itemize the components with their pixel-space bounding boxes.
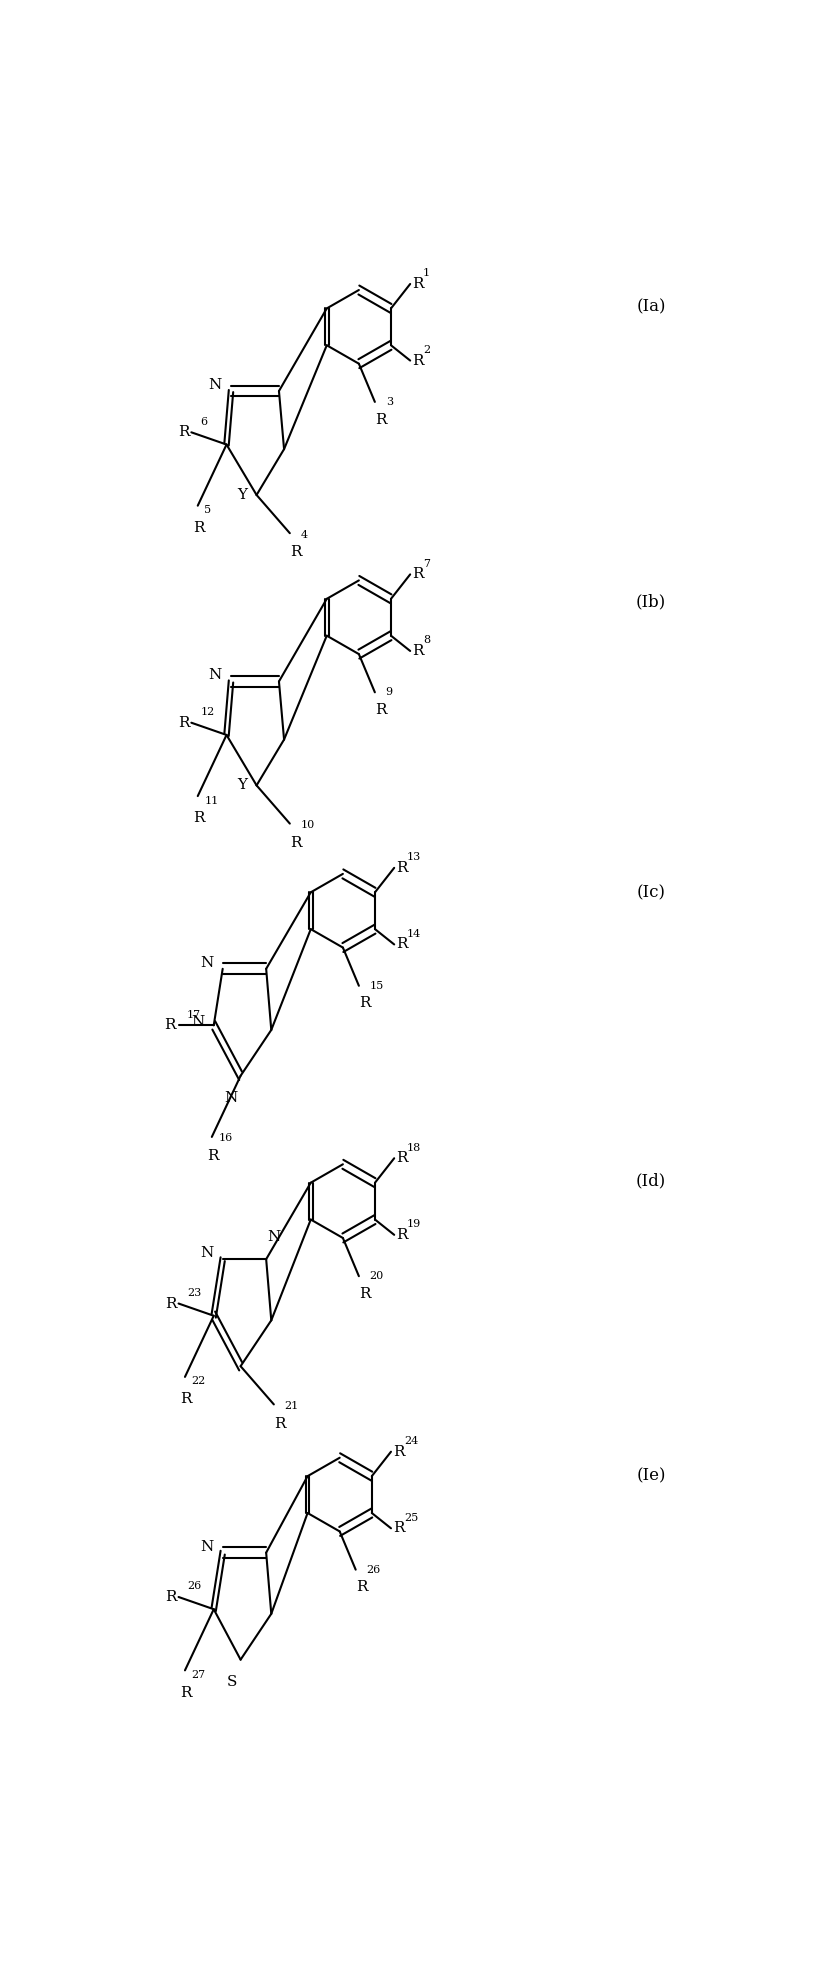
Text: 17: 17 (186, 1010, 200, 1020)
Text: 7: 7 (423, 558, 430, 568)
Text: R: R (290, 546, 301, 560)
Text: 27: 27 (191, 1669, 205, 1679)
Text: R: R (181, 1391, 192, 1405)
Text: R: R (164, 1018, 176, 1032)
Text: 25: 25 (403, 1513, 418, 1522)
Text: R: R (396, 1229, 408, 1243)
Text: R: R (356, 1580, 367, 1594)
Text: 23: 23 (187, 1288, 202, 1298)
Text: R: R (412, 353, 423, 367)
Text: 10: 10 (300, 820, 315, 830)
Text: Y: Y (238, 488, 248, 502)
Text: R: R (165, 1296, 177, 1310)
Text: 26: 26 (187, 1582, 202, 1592)
Text: R: R (359, 1286, 370, 1300)
Text: R: R (193, 812, 205, 826)
Text: R: R (396, 1151, 408, 1165)
Text: 26: 26 (366, 1564, 381, 1574)
Text: 19: 19 (407, 1219, 422, 1229)
Text: (Id): (Id) (635, 1173, 666, 1189)
Text: 24: 24 (403, 1435, 418, 1445)
Text: 1: 1 (423, 268, 430, 278)
Text: (Ib): (Ib) (635, 594, 666, 611)
Text: R: R (375, 703, 386, 717)
Text: 5: 5 (204, 506, 211, 516)
Text: 9: 9 (386, 687, 393, 697)
Text: 12: 12 (200, 707, 214, 717)
Text: R: R (207, 1149, 219, 1163)
Text: R: R (412, 643, 423, 657)
Text: R: R (412, 278, 423, 292)
Text: N: N (200, 1540, 213, 1554)
Text: 4: 4 (300, 530, 308, 540)
Text: (Ia): (Ia) (636, 298, 666, 316)
Text: 22: 22 (191, 1376, 205, 1386)
Text: 2: 2 (423, 345, 430, 355)
Text: 21: 21 (285, 1401, 299, 1411)
Text: R: R (274, 1417, 285, 1431)
Text: 18: 18 (407, 1143, 422, 1153)
Text: 11: 11 (204, 796, 219, 806)
Text: 8: 8 (423, 635, 430, 645)
Text: N: N (208, 377, 221, 391)
Text: R: R (375, 413, 386, 427)
Text: R: R (396, 861, 408, 875)
Text: R: R (359, 996, 370, 1010)
Text: 3: 3 (386, 397, 393, 407)
Text: (Ic): (Ic) (637, 883, 666, 901)
Text: R: R (396, 937, 408, 951)
Text: R: R (193, 520, 205, 536)
Text: R: R (181, 1685, 192, 1699)
Text: N: N (267, 1231, 280, 1245)
Text: R: R (178, 717, 190, 730)
Text: N: N (200, 1247, 213, 1260)
Text: 6: 6 (200, 417, 207, 427)
Text: R: R (290, 836, 301, 850)
Text: 14: 14 (407, 929, 422, 939)
Text: S: S (227, 1675, 238, 1689)
Text: R: R (178, 425, 190, 439)
Text: 20: 20 (370, 1270, 384, 1280)
Text: N: N (191, 1014, 204, 1030)
Text: 15: 15 (370, 981, 384, 991)
Text: (Ie): (Ie) (636, 1467, 666, 1485)
Text: R: R (393, 1521, 404, 1534)
Text: R: R (165, 1590, 177, 1604)
Text: N: N (224, 1092, 238, 1106)
Text: N: N (200, 955, 213, 971)
Text: 13: 13 (407, 852, 422, 861)
Text: 16: 16 (218, 1133, 233, 1143)
Text: R: R (393, 1445, 404, 1459)
Text: R: R (412, 568, 423, 582)
Text: Y: Y (238, 778, 248, 792)
Text: N: N (208, 669, 221, 683)
